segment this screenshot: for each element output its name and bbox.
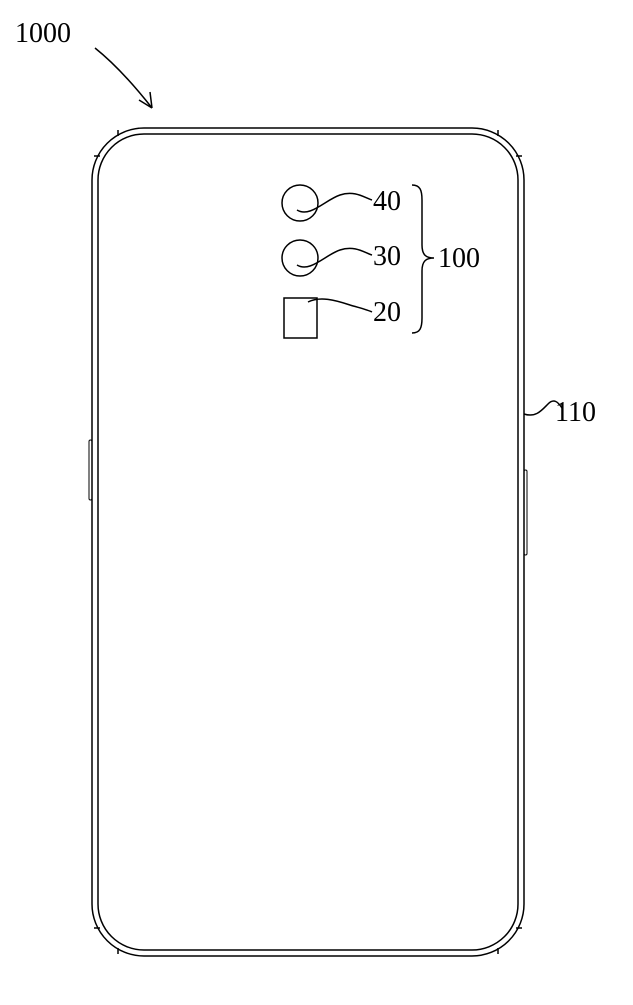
label-component-bottom: 20 [373, 297, 401, 329]
component-rect-bottom [284, 298, 317, 338]
component-circle-middle [282, 240, 318, 276]
diagram-svg [0, 0, 633, 1000]
arrow-1000 [95, 48, 152, 108]
label-component-top: 40 [373, 186, 401, 218]
bracket-100 [412, 185, 434, 333]
side-button-left [89, 440, 92, 500]
label-camera-module: 100 [438, 243, 480, 275]
label-assembly: 1000 [15, 18, 71, 50]
label-component-middle: 30 [373, 241, 401, 273]
label-housing: 110 [555, 397, 596, 429]
side-button-right [524, 470, 527, 555]
component-circle-top [282, 185, 318, 221]
patent-diagram: 1000 40 30 20 100 110 [0, 0, 633, 1000]
lead-line-30 [297, 248, 372, 267]
lead-line-40 [297, 193, 372, 212]
